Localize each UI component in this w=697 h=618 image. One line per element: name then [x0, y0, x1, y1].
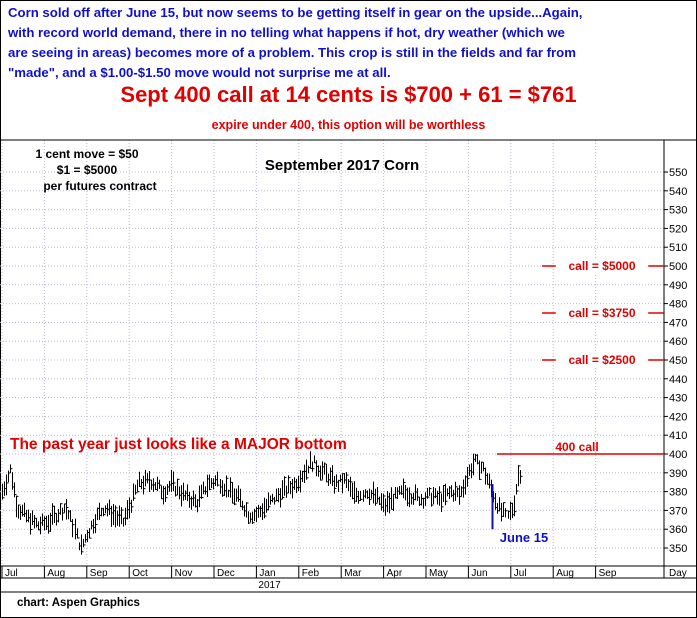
headline: Sept 400 call at 14 cents is $700 + 61 =…: [120, 82, 577, 107]
reference-label-call: call = $2500: [568, 353, 635, 367]
chart-source: chart: Aspen Graphics: [17, 597, 140, 609]
reference-label-call: call = $5000: [568, 259, 635, 273]
y-tick-label: 390: [669, 468, 687, 480]
x-unit-label: Day: [669, 568, 687, 579]
x-tick-label: Jul: [514, 568, 527, 579]
y-tick-label: 460: [669, 336, 687, 348]
y-tick-label: 470: [669, 317, 687, 329]
reference-line: call = $2500: [542, 352, 664, 368]
x-axis: Jul Aug Sep Oct Nov Dec Jan Feb Mar Apr May Jun Jul A…: [1, 566, 687, 591]
note-dollar-move: $1 = $5000: [57, 163, 118, 177]
x-tick-label: Jul: [5, 568, 18, 579]
y-tick-label: 450: [669, 355, 687, 367]
y-tick-label: 400: [669, 449, 687, 461]
plot-frame: [0, 139, 697, 593]
subheadline: expire under 400, this option will be wo…: [211, 118, 486, 132]
x-tick-label: Nov: [175, 568, 193, 579]
y-tick-label: 380: [669, 487, 687, 499]
y-tick-label: 480: [669, 299, 687, 311]
x-tick-label: Aug: [47, 568, 65, 579]
reference-label-bg: [555, 305, 649, 321]
reference-line: 400 call: [497, 440, 664, 455]
commentary-text: Corn sold off after June 15, but now see…: [8, 5, 583, 80]
y-tick-label: 350: [669, 543, 687, 555]
y-tick-label: 420: [669, 411, 687, 423]
reference-label-400: 400 call: [555, 440, 598, 454]
x-tick-label: Mar: [344, 568, 362, 579]
y-tick-label: 550: [669, 167, 687, 179]
x-tick-label: Dec: [217, 568, 235, 579]
x-tick-label: Feb: [302, 568, 320, 579]
x-tick-label: Jun: [471, 568, 487, 579]
reference-label-bg: [555, 258, 649, 274]
y-tick-label: 530: [669, 205, 687, 217]
y-tick-label: 540: [669, 186, 687, 198]
reference-line: call = $3750: [542, 305, 664, 321]
x-tick-label: Apr: [387, 568, 403, 579]
annotation-major-bottom: The past year just looks like a MAJOR bo…: [10, 436, 347, 453]
y-axis: 350 360 370 380 390 400 410 420 430 440 450 460 470 4…: [664, 167, 687, 555]
reference-label-bg: [555, 352, 649, 368]
y-tick-label: 430: [669, 393, 687, 405]
reference-label-call: call = $3750: [568, 306, 635, 320]
y-tick-label: 410: [669, 430, 687, 442]
y-tick-label: 500: [669, 261, 687, 273]
y-tick-label: 510: [669, 242, 687, 254]
note-per-contract: per futures contract: [43, 179, 156, 193]
year-label: 2017: [258, 580, 281, 591]
note-cent-move: 1 cent move = $50: [35, 147, 138, 161]
price-bars: [2, 451, 523, 555]
x-tick-label: Oct: [132, 568, 148, 579]
y-tick-label: 360: [669, 524, 687, 536]
june15-label: June 15: [500, 530, 548, 545]
x-tick-label: Aug: [556, 568, 574, 579]
grid: [0, 140, 664, 566]
x-tick-label: Sep: [599, 568, 617, 579]
x-tick-label: May: [429, 568, 448, 579]
chart-title: September 2017 Corn: [265, 157, 419, 174]
y-tick-label: 490: [669, 280, 687, 292]
x-tick-label: Jan: [259, 568, 275, 579]
annotations: 1 cent move = $50 $1 = $5000 per futures c…: [10, 147, 664, 545]
reference-line: call = $5000: [542, 258, 664, 274]
y-tick-label: 440: [669, 374, 687, 386]
y-tick-label: 370: [669, 505, 687, 517]
y-tick-label: 520: [669, 223, 687, 235]
x-tick-label: Sep: [90, 568, 108, 579]
